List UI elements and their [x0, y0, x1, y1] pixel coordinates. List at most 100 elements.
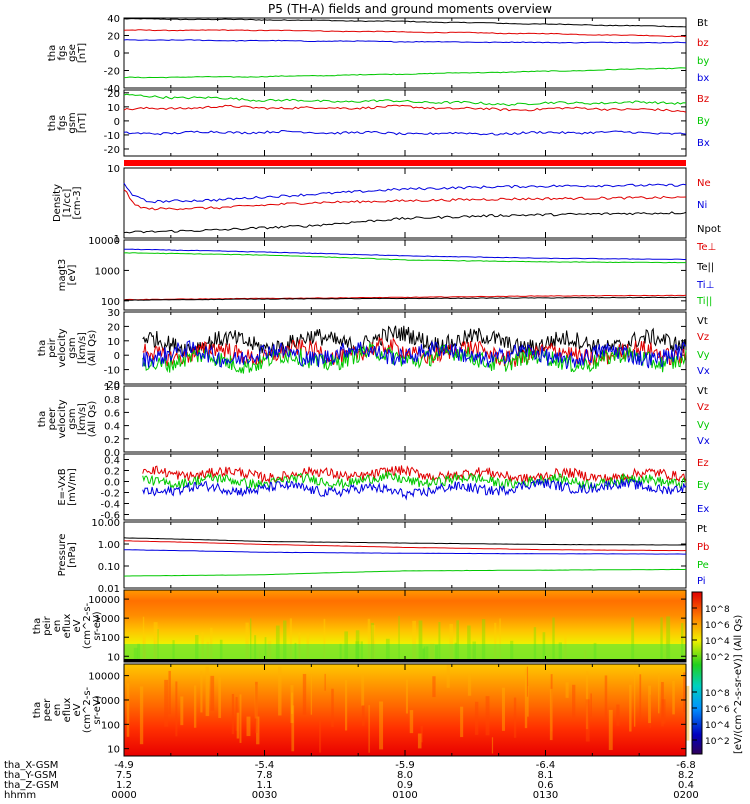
y-tick-label: 100 [101, 297, 120, 308]
series-bx-line [123, 39, 687, 44]
spectrogram-texture [291, 705, 295, 752]
spectrogram-texture [142, 616, 145, 662]
y-tick-label: 1000 [95, 696, 120, 707]
ephemeris-value: -6.4 [536, 760, 556, 771]
y-axis-label: tha [32, 702, 43, 718]
spectrogram-texture [657, 673, 660, 714]
legend-bx: Bx [697, 138, 710, 149]
spectrogram-texture [254, 684, 258, 719]
y-axis-label: tha [47, 115, 58, 131]
y-tick-label: 10 [107, 745, 120, 756]
spectrogram-texture [639, 674, 642, 720]
y-axis-label: magt3 [57, 259, 68, 292]
spectrogram-texture [302, 673, 307, 715]
y-tick-label: 10 [107, 652, 120, 663]
spectrogram-image [124, 664, 686, 756]
spectrogram-texture [446, 664, 450, 688]
series-bz-line [123, 29, 687, 38]
spectrogram-texture [153, 622, 158, 662]
spectrogram-texture [139, 686, 144, 745]
y-tick-label: 0.10 [98, 562, 120, 573]
spectrogram-texture [218, 677, 222, 718]
panel-peir_spectrogram: 10000 1000 100 10 tha peir en eflux eV (cm^2-s-sr… [32, 589, 687, 663]
y-tick-label: -0.4 [100, 500, 120, 511]
y-axis-label: [1/cc] [62, 189, 73, 218]
spectrogram-texture [205, 666, 210, 717]
y-tick-label: 10000 [88, 236, 120, 247]
ephemeris-value: 8.2 [678, 770, 694, 781]
y-tick-label: 40 [107, 14, 120, 25]
spectrogram-texture [572, 684, 576, 718]
ephemeris-value: -5.9 [395, 760, 415, 771]
ephemeris-value: 0.9 [397, 780, 413, 791]
spectrogram-texture [291, 692, 294, 714]
spectrogram-texture [649, 694, 651, 728]
y-tick-label: 0.6 [104, 408, 120, 419]
panel-frame [123, 521, 687, 589]
spectrogram-texture [318, 719, 322, 753]
spectrogram-texture [549, 688, 553, 741]
panel-frame [123, 17, 687, 89]
spectrogram-lowband [124, 644, 686, 659]
ephemeris-value: 7.8 [257, 770, 273, 781]
series-ez-line [142, 465, 687, 484]
colorbar-ticks: 10^8 10^6 10^4 10^2 10^8 10^6 10^4 10^2 [692, 605, 730, 747]
spectrogram-texture [550, 674, 553, 732]
y-axis-label: peir [47, 337, 58, 357]
y-axis-label: tha [37, 340, 48, 356]
spectrogram-texture [345, 679, 348, 731]
spectrogram-texture [379, 701, 384, 750]
spectrogram-texture [367, 618, 371, 662]
ephemeris-row-label: tha_Z-GSM [4, 780, 59, 791]
ephemeris-value: -4.9 [114, 760, 134, 771]
spectrogram-texture [405, 679, 409, 714]
y-axis-label: en [52, 704, 63, 717]
spectrogram-texture [604, 675, 608, 720]
series-bx-line [123, 129, 687, 136]
y-axis-label: [km/s] [77, 403, 88, 435]
legend-vx: Vx [697, 436, 710, 447]
legend-bt: Bt [697, 18, 708, 29]
ephemeris-value: -6.8 [676, 760, 696, 771]
series-vt-line [142, 325, 687, 357]
spectrogram-texture [210, 675, 215, 711]
colorbar-label: [eV/(cm^2-s-sr-eV)] (All Qs) [733, 615, 744, 754]
spectrogram-texture [256, 716, 260, 745]
y-tick-label: 20 [107, 322, 120, 333]
y-axis-label: velocity [57, 328, 68, 367]
spectrogram-texture [420, 725, 423, 743]
legend-bz: bz [697, 38, 709, 49]
spectrogram-texture [494, 622, 497, 662]
panel-frame [123, 453, 687, 521]
y-axis-label: Density [52, 184, 63, 222]
spectrogram-texture [361, 705, 365, 726]
spectrogram-texture [481, 619, 486, 662]
y-axis-label: (cm^2-s- [82, 602, 93, 649]
series-ex-line [142, 478, 687, 501]
spectrogram-texture [499, 618, 501, 662]
spectrogram-texture [524, 668, 528, 729]
spectrogram-texture [168, 670, 171, 715]
spectrogram-texture [289, 618, 292, 662]
colorbar-tick-label: 10^8 [705, 605, 730, 615]
spectrogram-texture [460, 706, 464, 738]
y-axis-label: fgs [57, 115, 68, 130]
y-axis-label: peer [47, 407, 58, 431]
y-axis-label: eflux [62, 698, 73, 723]
panel-density: 10 1 Density [1/cc] [cm-3] Ne Ni Npot [52, 164, 721, 245]
colorbar-tick-label: 10^8 [705, 689, 730, 699]
spectrogram-texture [590, 693, 592, 717]
ephemeris-value: 0.6 [538, 780, 554, 791]
y-tick-label: -20 [104, 67, 120, 78]
y-tick-label: -0.2 [100, 489, 120, 500]
legend-bx: bx [697, 73, 709, 84]
legend-ti: Ti⊥ [696, 280, 714, 291]
spectrogram-texture [331, 688, 334, 727]
y-tick-label: 20 [107, 32, 120, 43]
y-axis-label: gse [67, 44, 78, 62]
y-axis-label: [km/s] [77, 332, 88, 364]
y-tick-label: 1 [114, 234, 120, 245]
y-tick-label: 0 [114, 49, 120, 60]
time-tick-label: 0200 [673, 790, 698, 800]
